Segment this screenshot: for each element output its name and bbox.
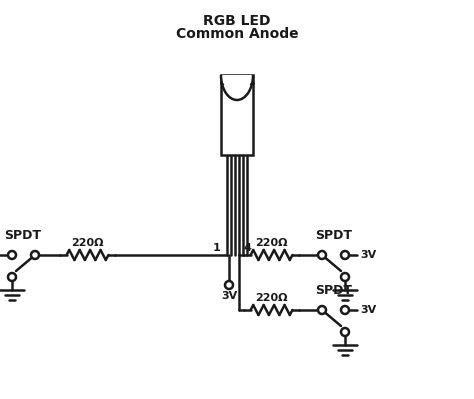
Circle shape xyxy=(318,251,326,259)
Text: 1: 1 xyxy=(213,243,221,253)
Text: 3V: 3V xyxy=(360,305,376,315)
Text: 220Ω: 220Ω xyxy=(255,238,288,248)
Circle shape xyxy=(341,328,349,336)
Text: 4: 4 xyxy=(243,243,251,253)
Circle shape xyxy=(8,251,16,259)
Wedge shape xyxy=(221,75,253,91)
Circle shape xyxy=(31,251,39,259)
Text: 3V: 3V xyxy=(221,291,237,301)
Text: 220Ω: 220Ω xyxy=(255,293,288,303)
Text: SPDT: SPDT xyxy=(4,229,42,242)
Text: SPDT: SPDT xyxy=(316,229,353,242)
Circle shape xyxy=(318,306,326,314)
Bar xyxy=(221,75,253,83)
Circle shape xyxy=(341,251,349,259)
Text: 3V: 3V xyxy=(360,250,376,260)
Text: RGB LED: RGB LED xyxy=(203,14,271,28)
Circle shape xyxy=(225,281,233,289)
Bar xyxy=(221,83,253,155)
Circle shape xyxy=(341,273,349,281)
Circle shape xyxy=(341,306,349,314)
Circle shape xyxy=(8,273,16,281)
Text: 220Ω: 220Ω xyxy=(71,238,104,248)
Text: Common Anode: Common Anode xyxy=(176,27,298,41)
Text: SPDT: SPDT xyxy=(316,284,353,297)
